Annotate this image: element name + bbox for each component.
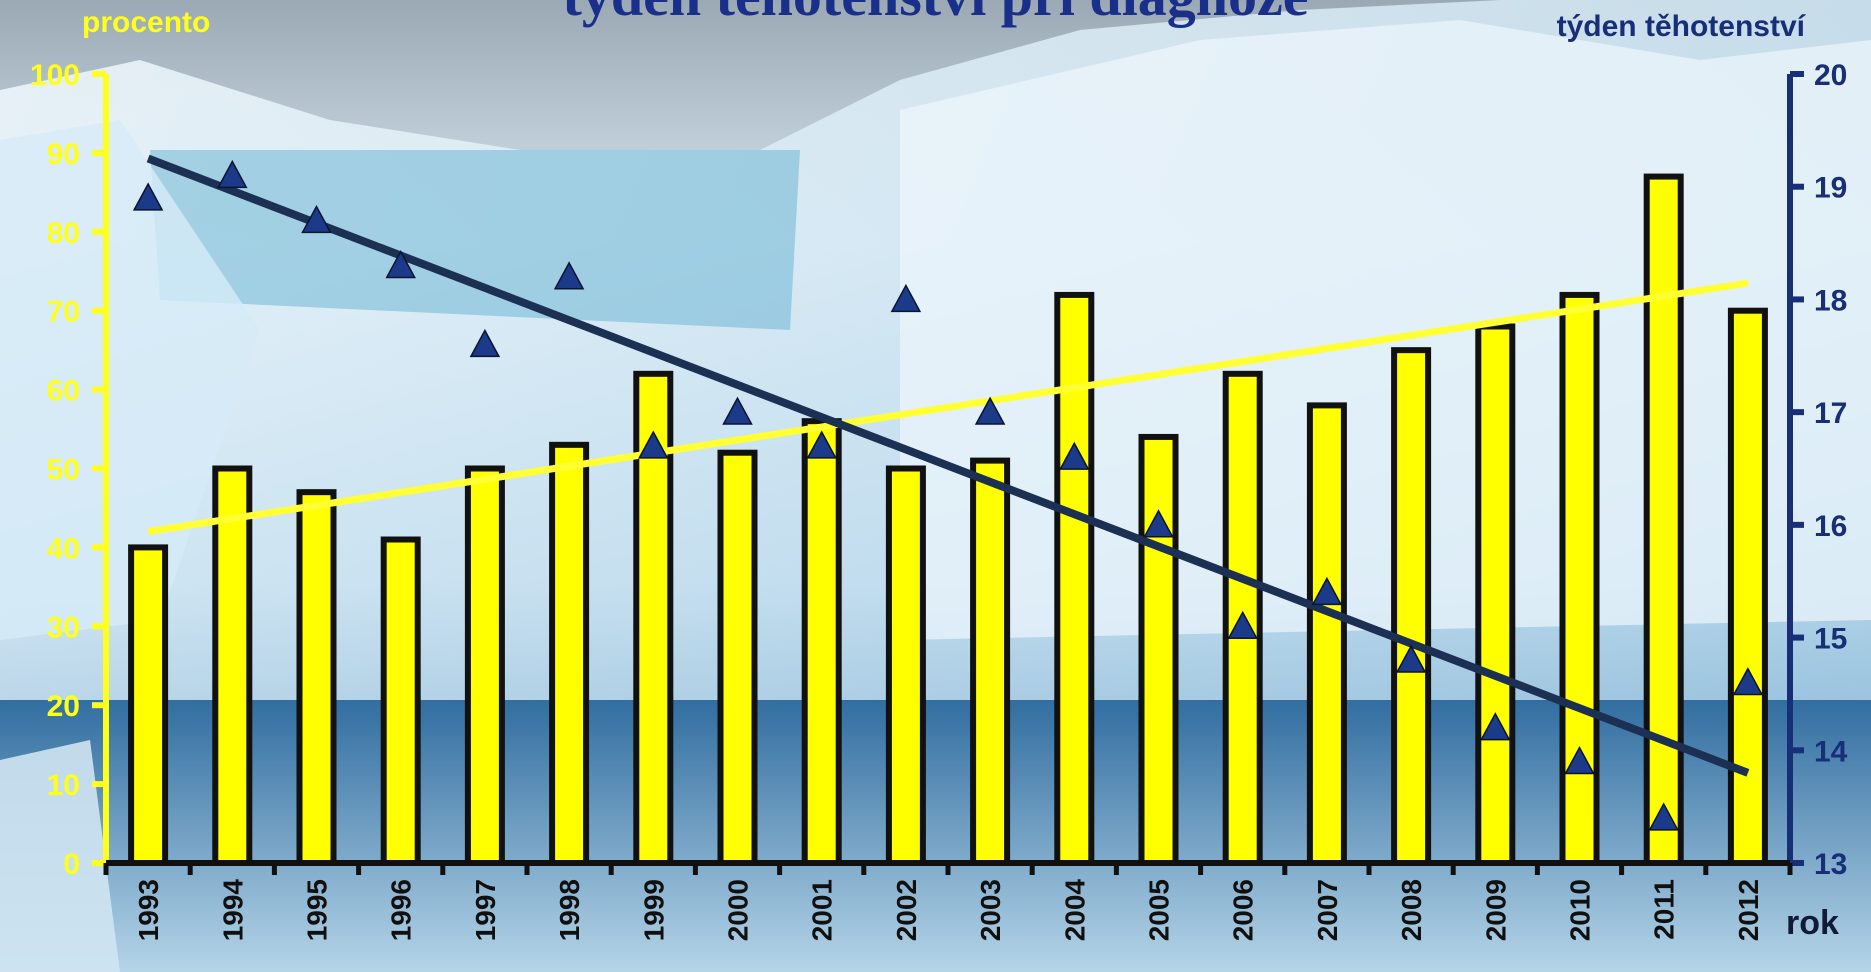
bar [1306,402,1347,866]
bar [464,465,505,866]
bar [128,544,169,867]
triangle-marker [890,283,922,313]
left-axis-tick-label: 30 [47,611,80,644]
triangle-marker [806,430,837,459]
triangle-marker [974,396,1006,425]
bar-trendline [147,279,1749,536]
bar [1643,173,1684,866]
right-axis-title: týden těhotenství [1556,10,1805,43]
bar [1054,291,1095,867]
right-axis-tick-label: 20 [1814,59,1847,92]
triangle-marker [1059,441,1090,470]
triangle-marker [301,204,332,234]
x-axis-tick-label: 1997 [470,879,501,941]
right-axis-tick-label: 17 [1814,397,1847,430]
x-axis-tick-label: 2006 [1228,879,1259,941]
right-axis-tick-label: 15 [1814,623,1847,656]
triangle-marker [1480,712,1511,741]
left-axis-tick-label: 90 [47,138,80,171]
right-axis-tick-label: 18 [1814,284,1847,317]
triangle-marker [1648,802,1679,831]
triangle-marker [217,159,248,189]
bar [1138,433,1179,866]
right-axis-tick-label: 14 [1814,735,1848,768]
x-axis-tick-label: 1995 [302,879,333,941]
left-axis-tick-label: 100 [30,59,80,92]
bar [1475,323,1516,867]
week-trendline [146,154,1750,777]
bar [380,536,421,866]
bar [717,449,758,866]
left-axis-tick-label: 0 [63,848,80,881]
left-axis-tick-label: 40 [47,532,80,565]
left-axis-tick-label: 60 [47,375,80,408]
x-axis-tick-label: 2004 [1059,879,1090,942]
triangle-marker [132,182,164,211]
x-axis-tick-label: 2003 [975,879,1006,941]
bar [970,457,1011,866]
right-axis-tick-label: 13 [1814,848,1847,881]
bar [296,489,337,866]
x-axis-tick-label: 2009 [1480,879,1511,941]
bar [1727,307,1768,866]
triangle-marker [722,396,753,425]
left-axis-tick-label: 10 [47,769,80,802]
triangle-marker [638,430,669,459]
triangle-marker [1227,610,1258,639]
left-axis-tick-label: 70 [47,296,80,329]
bar [212,465,253,866]
x-axis-tick-label: 2005 [1144,879,1175,941]
left-axis-tick-label: 50 [47,454,80,487]
left-axis-title: procento [82,6,211,39]
chart-title: týden těhotenství při diagnóze [0,0,1871,29]
x-axis-tick-label: 1999 [638,879,669,941]
bar [885,465,926,866]
triangle-marker [1395,644,1427,673]
left-axis-tick-label: 20 [47,690,80,723]
right-axis-tick-label: 19 [1814,172,1847,205]
x-axis-tick-label: 2012 [1733,879,1764,941]
triangle-marker [1311,576,1343,606]
left-axis-tick-label: 80 [47,217,80,250]
triangle-marker [385,250,416,279]
x-axis-tick-label: 1993 [133,879,164,941]
x-axis-title: rok [1786,904,1839,942]
x-axis-tick-label: 2001 [807,879,838,941]
right-axis-tick-label: 16 [1814,510,1847,543]
triangle-marker [1564,745,1595,775]
x-axis-tick-label: 2008 [1396,879,1427,941]
bar [801,418,842,866]
bar [1559,291,1600,867]
triangle-marker [1143,509,1174,538]
x-axis-tick-label: 2000 [723,879,754,941]
bar [549,441,590,866]
x-axis-tick-label: 1994 [217,879,248,942]
x-axis-tick-label: 2002 [891,879,922,941]
x-axis-tick-label: 1996 [386,879,417,941]
x-axis-tick-label: 1998 [554,879,585,941]
triangle-marker [469,328,501,358]
x-axis-tick-label: 2007 [1312,879,1343,941]
triangle-marker [553,261,585,290]
bar [1391,347,1432,866]
x-axis-tick-label: 2010 [1565,879,1596,941]
x-axis-tick-label: 2011 [1649,879,1680,940]
triangle-marker [1732,667,1764,696]
